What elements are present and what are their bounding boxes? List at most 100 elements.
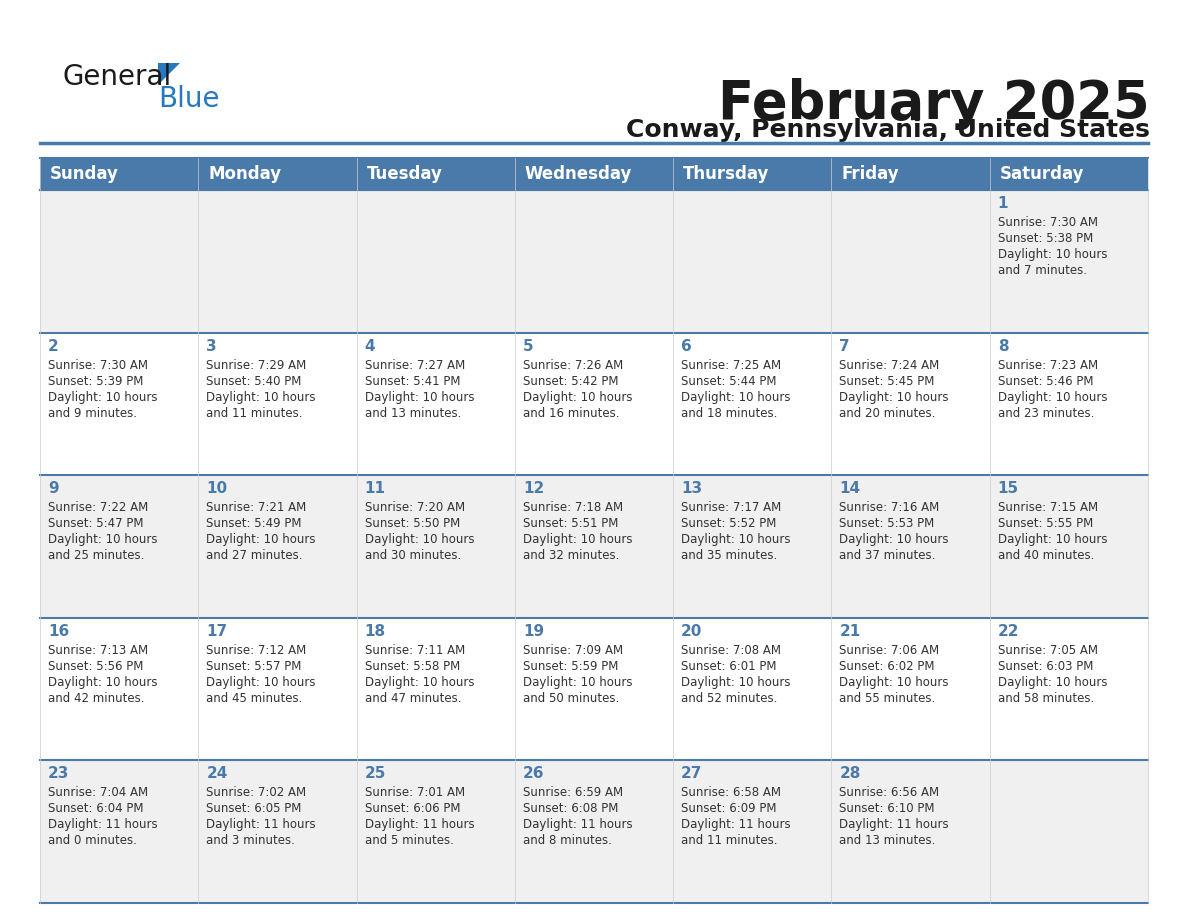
Text: Daylight: 10 hours: Daylight: 10 hours [998, 248, 1107, 261]
Text: Sunrise: 7:04 AM: Sunrise: 7:04 AM [48, 787, 148, 800]
Text: 6: 6 [681, 339, 691, 353]
Text: 27: 27 [681, 767, 702, 781]
Text: Friday: Friday [841, 165, 899, 183]
Text: 18: 18 [365, 624, 386, 639]
Text: Sunrise: 7:06 AM: Sunrise: 7:06 AM [840, 644, 940, 656]
Text: 7: 7 [840, 339, 851, 353]
Text: and 30 minutes.: and 30 minutes. [365, 549, 461, 562]
Text: Conway, Pennsylvania, United States: Conway, Pennsylvania, United States [626, 118, 1150, 142]
Text: and 3 minutes.: and 3 minutes. [207, 834, 295, 847]
Text: Daylight: 10 hours: Daylight: 10 hours [48, 676, 158, 688]
Text: Sunset: 6:06 PM: Sunset: 6:06 PM [365, 802, 460, 815]
Text: Sunrise: 7:08 AM: Sunrise: 7:08 AM [681, 644, 782, 656]
Text: Sunrise: 7:22 AM: Sunrise: 7:22 AM [48, 501, 148, 514]
Text: Sunrise: 7:20 AM: Sunrise: 7:20 AM [365, 501, 465, 514]
Text: Sunset: 6:02 PM: Sunset: 6:02 PM [840, 660, 935, 673]
Text: 2: 2 [48, 339, 58, 353]
Text: 3: 3 [207, 339, 217, 353]
Text: Sunset: 5:39 PM: Sunset: 5:39 PM [48, 375, 144, 387]
Text: and 40 minutes.: and 40 minutes. [998, 549, 1094, 562]
Text: Sunrise: 7:01 AM: Sunrise: 7:01 AM [365, 787, 465, 800]
Text: Sunrise: 7:29 AM: Sunrise: 7:29 AM [207, 359, 307, 372]
Text: Sunrise: 7:16 AM: Sunrise: 7:16 AM [840, 501, 940, 514]
Text: 4: 4 [365, 339, 375, 353]
Text: Sunset: 5:46 PM: Sunset: 5:46 PM [998, 375, 1093, 387]
Text: 5: 5 [523, 339, 533, 353]
Text: and 11 minutes.: and 11 minutes. [207, 407, 303, 420]
Text: Daylight: 10 hours: Daylight: 10 hours [48, 533, 158, 546]
Text: Sunset: 5:42 PM: Sunset: 5:42 PM [523, 375, 619, 387]
Text: Sunrise: 7:25 AM: Sunrise: 7:25 AM [681, 359, 782, 372]
Text: and 18 minutes.: and 18 minutes. [681, 407, 777, 420]
Text: and 13 minutes.: and 13 minutes. [840, 834, 936, 847]
Text: Daylight: 11 hours: Daylight: 11 hours [48, 819, 158, 832]
Text: and 5 minutes.: and 5 minutes. [365, 834, 454, 847]
Bar [40, 190, 1148, 332]
Text: Sunrise: 7:18 AM: Sunrise: 7:18 AM [523, 501, 623, 514]
Text: Monday: Monday [208, 165, 282, 183]
Text: Daylight: 10 hours: Daylight: 10 hours [840, 390, 949, 404]
Text: 11: 11 [365, 481, 386, 497]
Text: 24: 24 [207, 767, 228, 781]
Text: Tuesday: Tuesday [367, 165, 442, 183]
Text: Sunset: 5:56 PM: Sunset: 5:56 PM [48, 660, 144, 673]
Text: Sunset: 6:10 PM: Sunset: 6:10 PM [840, 802, 935, 815]
Text: Sunset: 5:41 PM: Sunset: 5:41 PM [365, 375, 460, 387]
Text: 12: 12 [523, 481, 544, 497]
Text: 23: 23 [48, 767, 69, 781]
Text: Daylight: 10 hours: Daylight: 10 hours [207, 676, 316, 688]
Bar [40, 158, 1148, 190]
Text: Daylight: 10 hours: Daylight: 10 hours [998, 390, 1107, 404]
Text: 10: 10 [207, 481, 227, 497]
Text: Sunset: 5:57 PM: Sunset: 5:57 PM [207, 660, 302, 673]
Text: 20: 20 [681, 624, 702, 639]
Text: Sunset: 6:03 PM: Sunset: 6:03 PM [998, 660, 1093, 673]
Text: and 42 minutes.: and 42 minutes. [48, 692, 145, 705]
Text: Daylight: 11 hours: Daylight: 11 hours [681, 819, 791, 832]
Text: and 37 minutes.: and 37 minutes. [840, 549, 936, 562]
Text: Daylight: 10 hours: Daylight: 10 hours [523, 390, 632, 404]
Text: Sunrise: 7:30 AM: Sunrise: 7:30 AM [998, 216, 1098, 229]
Text: and 7 minutes.: and 7 minutes. [998, 264, 1087, 277]
Text: Sunrise: 7:09 AM: Sunrise: 7:09 AM [523, 644, 623, 656]
Text: Saturday: Saturday [1000, 165, 1085, 183]
Text: and 11 minutes.: and 11 minutes. [681, 834, 778, 847]
Text: Sunset: 6:04 PM: Sunset: 6:04 PM [48, 802, 144, 815]
Text: Blue: Blue [158, 85, 220, 113]
Text: Sunset: 5:50 PM: Sunset: 5:50 PM [365, 517, 460, 531]
Text: Daylight: 10 hours: Daylight: 10 hours [523, 676, 632, 688]
Text: Daylight: 10 hours: Daylight: 10 hours [681, 676, 791, 688]
Text: Sunrise: 6:59 AM: Sunrise: 6:59 AM [523, 787, 623, 800]
Text: 14: 14 [840, 481, 860, 497]
Text: 8: 8 [998, 339, 1009, 353]
Text: Sunset: 5:49 PM: Sunset: 5:49 PM [207, 517, 302, 531]
Text: Sunrise: 7:26 AM: Sunrise: 7:26 AM [523, 359, 624, 372]
Text: Sunset: 6:05 PM: Sunset: 6:05 PM [207, 802, 302, 815]
Text: and 50 minutes.: and 50 minutes. [523, 692, 619, 705]
Text: 26: 26 [523, 767, 544, 781]
Text: and 58 minutes.: and 58 minutes. [998, 692, 1094, 705]
Text: Sunrise: 7:17 AM: Sunrise: 7:17 AM [681, 501, 782, 514]
Text: Daylight: 10 hours: Daylight: 10 hours [998, 533, 1107, 546]
Text: Daylight: 10 hours: Daylight: 10 hours [207, 533, 316, 546]
Text: Sunset: 5:47 PM: Sunset: 5:47 PM [48, 517, 144, 531]
Text: and 32 minutes.: and 32 minutes. [523, 549, 619, 562]
Text: Wednesday: Wednesday [525, 165, 632, 183]
Text: Sunrise: 7:15 AM: Sunrise: 7:15 AM [998, 501, 1098, 514]
Bar [40, 476, 1148, 618]
Text: 22: 22 [998, 624, 1019, 639]
Text: Sunday: Sunday [50, 165, 119, 183]
Text: Daylight: 10 hours: Daylight: 10 hours [207, 390, 316, 404]
Text: and 16 minutes.: and 16 minutes. [523, 407, 619, 420]
Bar [40, 618, 1148, 760]
Text: Sunrise: 7:12 AM: Sunrise: 7:12 AM [207, 644, 307, 656]
Text: Sunrise: 7:02 AM: Sunrise: 7:02 AM [207, 787, 307, 800]
Text: and 47 minutes.: and 47 minutes. [365, 692, 461, 705]
Text: Sunrise: 6:56 AM: Sunrise: 6:56 AM [840, 787, 940, 800]
Text: Sunset: 5:40 PM: Sunset: 5:40 PM [207, 375, 302, 387]
Text: and 20 minutes.: and 20 minutes. [840, 407, 936, 420]
Text: 15: 15 [998, 481, 1019, 497]
Text: and 23 minutes.: and 23 minutes. [998, 407, 1094, 420]
Text: Daylight: 11 hours: Daylight: 11 hours [840, 819, 949, 832]
Text: and 52 minutes.: and 52 minutes. [681, 692, 777, 705]
